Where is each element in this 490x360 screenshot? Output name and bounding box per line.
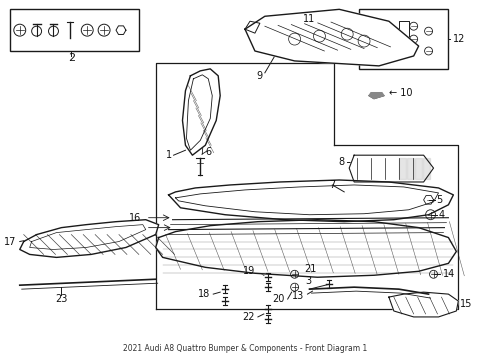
Text: 2021 Audi A8 Quattro Bumper & Components - Front Diagram 1: 2021 Audi A8 Quattro Bumper & Components… — [123, 344, 367, 353]
Bar — [359, 9, 448, 69]
Polygon shape — [156, 220, 456, 277]
Polygon shape — [369, 93, 384, 99]
Text: 14: 14 — [442, 269, 455, 279]
Text: 15: 15 — [460, 299, 473, 309]
Text: 16: 16 — [128, 213, 141, 223]
Polygon shape — [245, 9, 418, 66]
Polygon shape — [389, 292, 458, 317]
Polygon shape — [399, 158, 406, 179]
Text: 12: 12 — [453, 34, 466, 44]
Text: 22: 22 — [243, 312, 255, 322]
Text: 13: 13 — [293, 291, 305, 301]
Text: 17: 17 — [4, 237, 17, 247]
Text: 9: 9 — [257, 71, 263, 81]
Text: 5: 5 — [437, 195, 443, 205]
Polygon shape — [407, 158, 414, 179]
Text: 19: 19 — [243, 266, 255, 276]
Text: 4: 4 — [439, 210, 444, 220]
Text: ← 10: ← 10 — [389, 88, 413, 98]
Polygon shape — [20, 220, 159, 257]
Polygon shape — [349, 155, 434, 182]
Polygon shape — [422, 158, 430, 179]
Text: 18: 18 — [198, 289, 210, 299]
Text: 21: 21 — [305, 264, 317, 274]
Text: 1: 1 — [166, 150, 171, 160]
Polygon shape — [415, 158, 421, 179]
Text: 23: 23 — [55, 294, 68, 304]
Text: 8: 8 — [338, 157, 344, 167]
Text: 2: 2 — [68, 53, 75, 63]
Text: 3: 3 — [305, 276, 312, 286]
Text: 6: 6 — [205, 147, 211, 157]
Text: 7: 7 — [329, 180, 336, 190]
Text: 11: 11 — [303, 14, 316, 24]
Bar — [10, 9, 139, 51]
Text: 20: 20 — [272, 294, 285, 304]
